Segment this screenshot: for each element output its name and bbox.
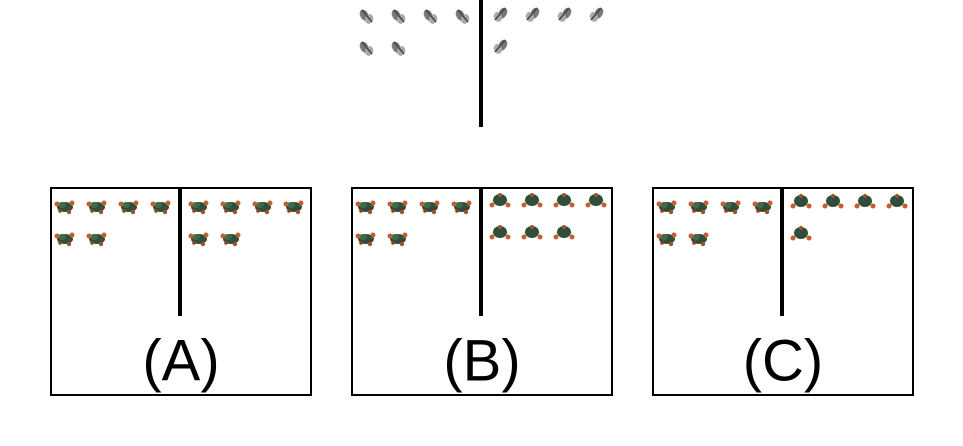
option-label: (C) [743, 328, 824, 393]
option-c[interactable]: (C) [652, 187, 914, 396]
top-left-icons [357, 7, 472, 58]
top-right-icons [491, 5, 606, 56]
option-b[interactable]: (B) [351, 187, 613, 396]
option-a[interactable]: (A) [50, 187, 312, 396]
option-label: (A) [142, 328, 219, 393]
option-label: (B) [443, 328, 520, 393]
